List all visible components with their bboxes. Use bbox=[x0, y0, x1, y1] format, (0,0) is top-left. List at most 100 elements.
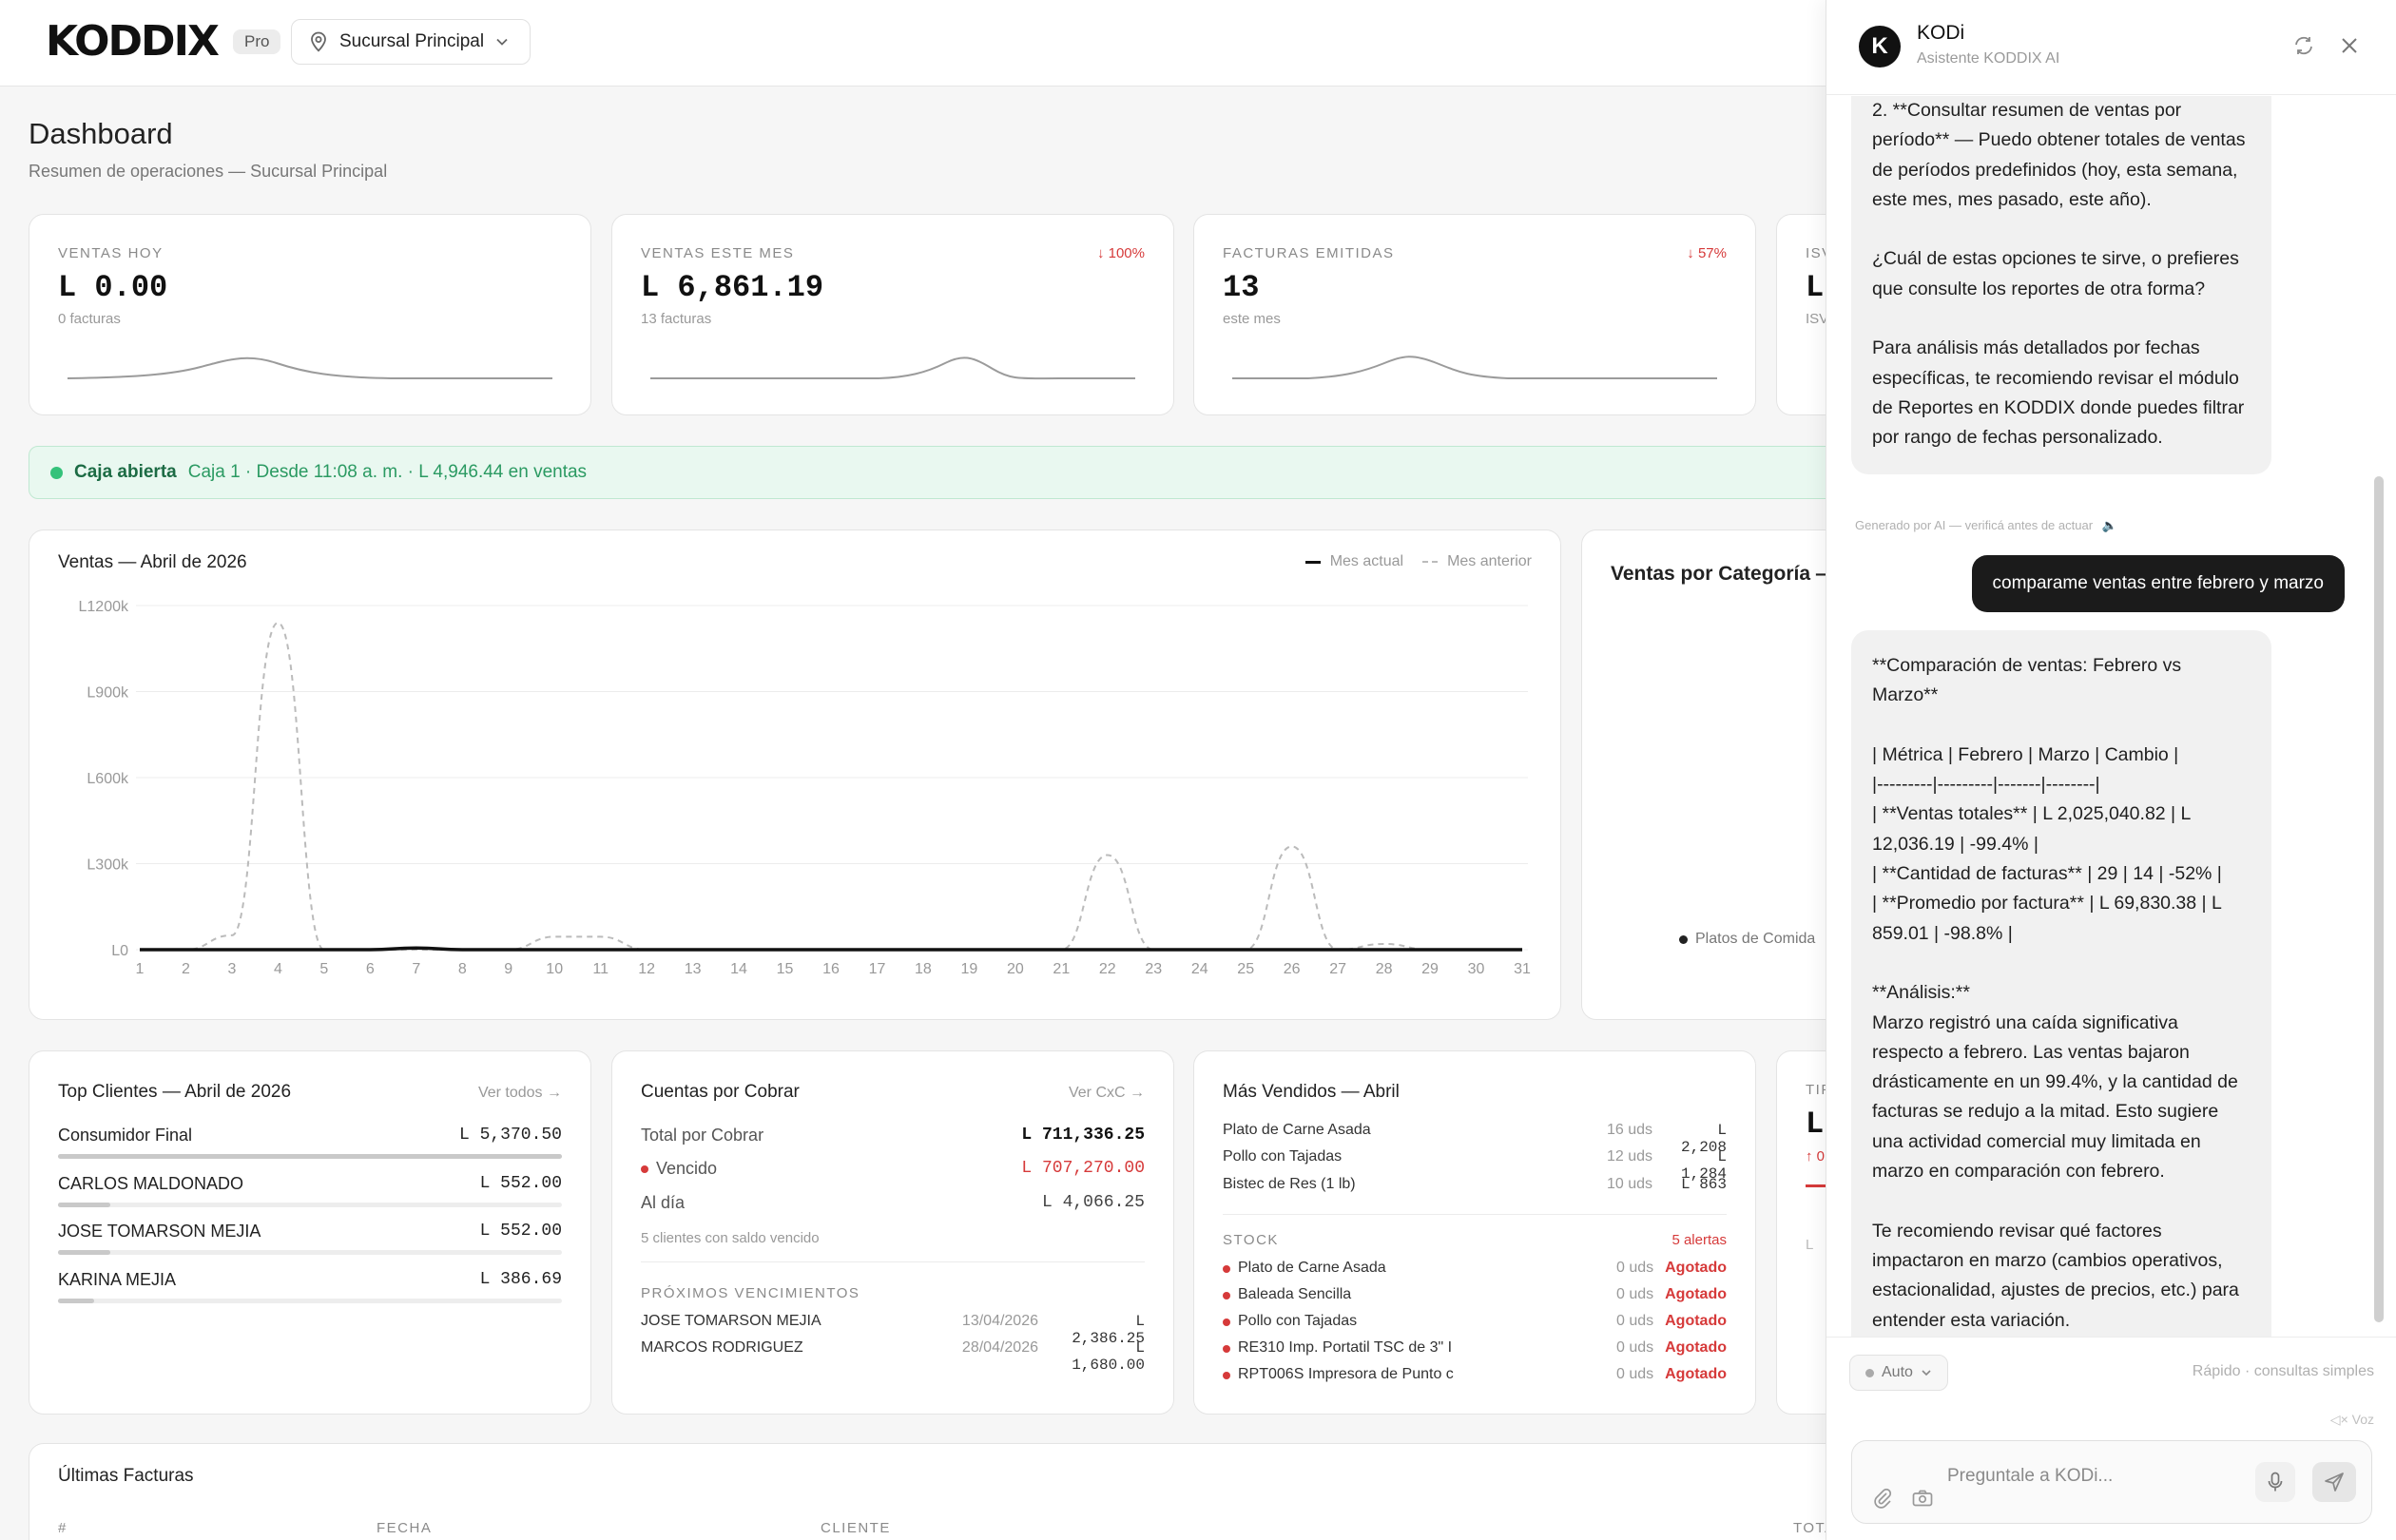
attach-button[interactable] bbox=[1869, 1485, 1896, 1511]
x-tick-label: 13 bbox=[685, 961, 702, 977]
location-pin-icon bbox=[311, 31, 326, 52]
upcoming-row[interactable]: JOSE TOMARSON MEJIA 13/04/2026 L 2,386.2… bbox=[641, 1313, 1145, 1347]
product-name: Bistec de Res (1 lb) bbox=[1223, 1176, 1356, 1192]
x-tick-label: 18 bbox=[915, 961, 932, 977]
x-tick-label: 24 bbox=[1191, 961, 1208, 977]
speaker-icon[interactable]: 🔈 bbox=[2101, 518, 2117, 532]
chat-scrollbar[interactable] bbox=[2374, 476, 2384, 1322]
client-row[interactable]: KARINA MEJIA L 386.69 bbox=[58, 1270, 562, 1290]
x-tick-label: 28 bbox=[1376, 961, 1393, 977]
client-share-bar bbox=[58, 1203, 562, 1207]
x-tick-label: 7 bbox=[412, 961, 420, 977]
x-tick-label: 9 bbox=[504, 961, 512, 977]
koddix-logo[interactable]: KODDIX bbox=[46, 17, 220, 66]
series-current-month-line bbox=[140, 946, 1522, 952]
category-legend-item: Platos de Comida bbox=[1679, 931, 1815, 948]
x-tick-label: 31 bbox=[1514, 961, 1531, 977]
stock-alerts-count[interactable]: 5 alertas bbox=[1671, 1232, 1727, 1248]
x-tick-label: 25 bbox=[1237, 961, 1254, 977]
stock-status: Agotado bbox=[1665, 1286, 1727, 1302]
legend-label: Platos de Comida bbox=[1695, 931, 1816, 947]
send-button[interactable] bbox=[2312, 1462, 2356, 1502]
client-row[interactable]: Consumidor Final L 5,370.50 bbox=[58, 1126, 562, 1145]
view-all-clients-link[interactable]: Ver todos → bbox=[477, 1085, 562, 1101]
x-tick-label: 1 bbox=[136, 961, 145, 977]
kpi-card-sales-month[interactable]: VENTAS ESTE MES ↓ 100% L 6,861.19 13 fac… bbox=[611, 214, 1174, 415]
refresh-button[interactable] bbox=[2290, 32, 2317, 59]
client-share-fill bbox=[58, 1203, 110, 1207]
product-units: 16 uds bbox=[1606, 1122, 1652, 1138]
mode-description: Rápido · consultas simples bbox=[2192, 1363, 2374, 1379]
stock-row[interactable]: Baleada Sencilla 0 uds Agotado bbox=[1223, 1286, 1727, 1303]
page-title: Dashboard bbox=[29, 117, 173, 150]
sparkline bbox=[650, 356, 1135, 380]
y-tick-label: L0 bbox=[111, 943, 128, 959]
x-tick-label: 22 bbox=[1099, 961, 1116, 977]
client-row[interactable]: JOSE TOMARSON MEJIA L 552.00 bbox=[58, 1222, 562, 1242]
x-tick-label: 19 bbox=[961, 961, 978, 977]
stock-dot bbox=[1223, 1372, 1230, 1379]
best-seller-row[interactable]: Bistec de Res (1 lb) 10 uds L 863 bbox=[1223, 1176, 1727, 1193]
chat-input[interactable] bbox=[1947, 1462, 2261, 1491]
kpi-card-sales-today[interactable]: VENTAS HOY L 0.00 0 facturas bbox=[29, 214, 591, 415]
voice-toggle[interactable]: ◁× Voz bbox=[2330, 1412, 2374, 1428]
stock-row[interactable]: RPT006S Impresora de Punto c 0 uds Agota… bbox=[1223, 1366, 1727, 1383]
x-tick-label: 4 bbox=[274, 961, 282, 977]
chevron-down-icon bbox=[1922, 1370, 1931, 1376]
x-tick-label: 27 bbox=[1329, 961, 1346, 977]
send-icon bbox=[2325, 1473, 2344, 1492]
client-row[interactable]: CARLOS MALDONADO L 552.00 bbox=[58, 1174, 562, 1194]
cash-register-status[interactable]: Caja abierta Caja 1 · Desde 11:08 a. m. … bbox=[29, 446, 1864, 499]
x-tick-label: 11 bbox=[592, 961, 609, 977]
stock-status: Agotado bbox=[1665, 1339, 1727, 1356]
client-amount: L 552.00 bbox=[479, 1174, 562, 1193]
view-receivables-link[interactable]: Ver CxC → bbox=[1068, 1085, 1145, 1101]
stock-row[interactable]: RE310 Imp. Portatil TSC de 3" I 0 uds Ag… bbox=[1223, 1339, 1727, 1357]
upcoming-client: JOSE TOMARSON MEJIA bbox=[641, 1313, 821, 1329]
best-seller-row[interactable]: Pollo con Tajadas 12 uds L 1,284 bbox=[1223, 1148, 1727, 1183]
stock-row[interactable]: Plato de Carne Asada 0 uds Agotado bbox=[1223, 1260, 1727, 1277]
stock-dot bbox=[1223, 1319, 1230, 1326]
x-tick-label: 8 bbox=[458, 961, 467, 977]
stock-dot bbox=[1223, 1345, 1230, 1353]
close-button[interactable] bbox=[2336, 32, 2363, 59]
receivable-total-row: Total por Cobrar L 711,336.25 bbox=[641, 1126, 1145, 1145]
latest-invoices-title: Últimas Facturas bbox=[58, 1466, 194, 1486]
client-name: KARINA MEJIA bbox=[58, 1270, 177, 1289]
stock-status: Agotado bbox=[1665, 1260, 1727, 1276]
upcoming-row[interactable]: MARCOS RODRIGUEZ 28/04/2026 L 1,680.00 bbox=[641, 1339, 1145, 1374]
branch-selector[interactable]: Sucursal Principal bbox=[291, 19, 531, 65]
product-amount: L 1,284 bbox=[1680, 1148, 1727, 1183]
partial-card-sub: L bbox=[1806, 1237, 1814, 1253]
paperclip-icon bbox=[1874, 1488, 1892, 1509]
top-clients-title: Top Clientes — Abril de 2026 bbox=[58, 1082, 292, 1102]
chat-messages[interactable]: 2. **Consultar resumen de ventas por per… bbox=[1826, 96, 2396, 1337]
category-chart-title: Ventas por Categoría — bbox=[1611, 563, 1836, 585]
client-share-bar bbox=[58, 1154, 562, 1159]
stock-divider bbox=[1223, 1214, 1727, 1215]
kpi-label: FACTURAS EMITIDAS bbox=[1223, 245, 1395, 261]
stock-units: 0 uds bbox=[1615, 1339, 1654, 1356]
product-amount: L 2,208 bbox=[1680, 1122, 1727, 1156]
x-tick-label: 16 bbox=[822, 961, 840, 977]
best-seller-row[interactable]: Plato de Carne Asada 16 uds L 2,208 bbox=[1223, 1122, 1727, 1156]
legend-label-current: Mes actual bbox=[1329, 553, 1404, 569]
assistant-subtitle: Asistente KODDIX AI bbox=[1917, 50, 2060, 67]
mode-selector[interactable]: Auto bbox=[1849, 1355, 1948, 1391]
microphone-button[interactable] bbox=[2255, 1462, 2295, 1502]
legend-label-previous: Mes anterior bbox=[1447, 553, 1532, 569]
sparkline bbox=[67, 356, 552, 379]
upcoming-title: PRÓXIMOS VENCIMIENTOS bbox=[641, 1285, 860, 1301]
y-tick-label: L600k bbox=[87, 771, 129, 787]
camera-button[interactable] bbox=[1909, 1485, 1936, 1511]
kpi-card-invoices[interactable]: FACTURAS EMITIDAS ↓ 57% 13 este mes bbox=[1193, 214, 1756, 415]
kpi-sub: 13 facturas bbox=[641, 311, 712, 327]
invoice-col-client: CLIENTE bbox=[821, 1520, 891, 1536]
ai-message: **Comparación de ventas: Febrero vs Marz… bbox=[1851, 630, 2271, 1337]
partial-card-label: TIP bbox=[1806, 1082, 1832, 1098]
stock-row[interactable]: Pollo con Tajadas 0 uds Agotado bbox=[1223, 1313, 1727, 1330]
current-value: L 4,066.25 bbox=[1041, 1193, 1145, 1212]
best-sellers-card: Más Vendidos — Abril Plato de Carne Asad… bbox=[1193, 1050, 1756, 1415]
kpi-sub: ISV bbox=[1806, 311, 1829, 327]
upcoming-client: MARCOS RODRIGUEZ bbox=[641, 1339, 803, 1356]
